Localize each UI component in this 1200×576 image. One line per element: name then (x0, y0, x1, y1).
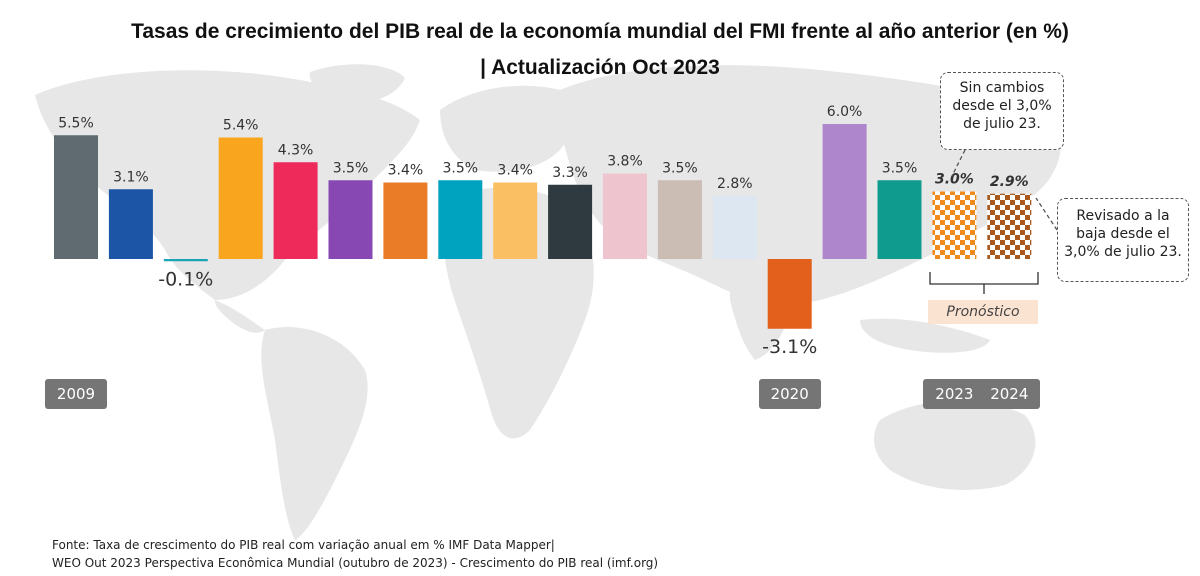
data-label-7: 3.5% (443, 160, 479, 176)
data-label-16: 3.0% (935, 172, 974, 188)
callout-2-tail (1035, 197, 1058, 231)
bar-1 (108, 189, 153, 259)
data-label-14: 6.0% (827, 104, 863, 120)
data-label-17: 2.9% (990, 174, 1029, 190)
southeast-asia-islands-shape (860, 318, 990, 353)
data-label-0: 5.5% (58, 115, 94, 131)
year-tag-2023: 2023 (923, 379, 986, 409)
callout-1-line: Sin cambios (959, 80, 1045, 96)
data-label-13: -3.1% (762, 336, 817, 358)
greenland-shape (309, 64, 405, 104)
bar-8 (493, 182, 538, 259)
bar-7 (438, 180, 483, 259)
south-america-shape (261, 326, 368, 540)
year-tag-2024: 2024 (978, 379, 1041, 409)
data-label-9: 3.3% (552, 165, 588, 181)
bar-17 (987, 193, 1032, 259)
bar-9 (548, 184, 593, 259)
source-line-2: WEO Out 2023 Perspectiva Econômica Mundi… (52, 556, 659, 570)
europe-shape (440, 85, 574, 172)
data-label-10: 3.8% (607, 154, 643, 170)
data-label-8: 3.4% (497, 163, 533, 179)
data-label-2: -0.1% (158, 268, 213, 290)
callout-2-line: 3,0% de julio 23. (1064, 244, 1182, 260)
source-line-1: Fonte: Taxa de crescimento do PIB real c… (52, 538, 555, 552)
bar-13 (767, 259, 812, 329)
forecast-tag: Pronóstico (928, 300, 1038, 324)
bar-16 (932, 191, 977, 259)
bar-0 (54, 135, 98, 259)
callout-2-line: baja desde el (1076, 226, 1170, 242)
bar-4 (273, 162, 318, 259)
australia-shape (874, 400, 1036, 490)
data-label-5: 3.5% (333, 160, 369, 176)
year-tag-2009: 2009 (45, 379, 107, 409)
bar-11 (657, 180, 702, 259)
data-label-4: 4.3% (278, 142, 314, 158)
data-label-11: 3.5% (662, 160, 698, 176)
bar-2 (163, 259, 208, 262)
data-label-12: 2.8% (717, 176, 753, 192)
bar-10 (603, 173, 647, 259)
callout-2-line: Revisado a la (1076, 208, 1170, 224)
data-label-15: 3.5% (882, 160, 918, 176)
callout-1-tail (951, 149, 966, 177)
callout-revised: Revisado a la baja desde el 3,0% de juli… (1057, 198, 1189, 282)
bar-14 (822, 124, 867, 259)
forecast-bracket (929, 272, 1039, 294)
data-label-3: 5.4% (223, 118, 259, 134)
chart-title-line-2: | Actualización Oct 2023 (480, 56, 720, 79)
chart-title-line-1: Tasas de crecimiento del PIB real de la … (131, 20, 1069, 43)
bar-3 (218, 137, 263, 259)
bar-15 (877, 180, 922, 259)
central-america-shape (214, 300, 265, 333)
bar-12 (712, 196, 757, 259)
year-tag-2020: 2020 (758, 379, 821, 409)
data-label-6: 3.4% (388, 163, 424, 179)
callout-1-line: de julio 23. (963, 116, 1041, 132)
bar-5 (328, 180, 373, 259)
data-label-1: 3.1% (113, 169, 149, 185)
callout-1-line: desde el 3,0% (952, 98, 1052, 114)
callout-unchanged: Sin cambios desde el 3,0% de julio 23. (940, 72, 1064, 150)
bar-6 (383, 182, 428, 259)
